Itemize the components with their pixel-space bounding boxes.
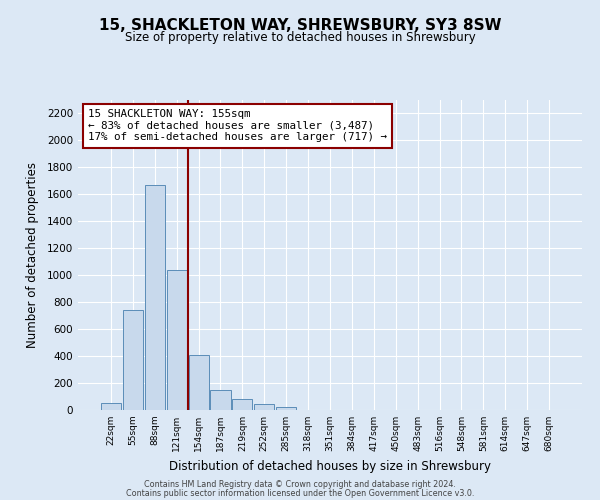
Text: 15 SHACKLETON WAY: 155sqm
← 83% of detached houses are smaller (3,487)
17% of se: 15 SHACKLETON WAY: 155sqm ← 83% of detac…	[88, 110, 387, 142]
Bar	[211, 390, 230, 410]
Text: Contains public sector information licensed under the Open Government Licence v3: Contains public sector information licen…	[126, 488, 474, 498]
Bar	[276, 407, 296, 410]
Bar	[188, 356, 209, 410]
Text: 15, SHACKLETON WAY, SHREWSBURY, SY3 8SW: 15, SHACKLETON WAY, SHREWSBURY, SY3 8SW	[99, 18, 501, 32]
Bar	[145, 185, 165, 410]
Bar	[101, 404, 121, 410]
Bar	[123, 310, 143, 410]
Bar	[254, 404, 274, 410]
Y-axis label: Number of detached properties: Number of detached properties	[26, 162, 38, 348]
Text: Size of property relative to detached houses in Shrewsbury: Size of property relative to detached ho…	[125, 31, 475, 44]
X-axis label: Distribution of detached houses by size in Shrewsbury: Distribution of detached houses by size …	[169, 460, 491, 472]
Bar	[232, 399, 253, 410]
Bar	[167, 270, 187, 410]
Text: Contains HM Land Registry data © Crown copyright and database right 2024.: Contains HM Land Registry data © Crown c…	[144, 480, 456, 489]
